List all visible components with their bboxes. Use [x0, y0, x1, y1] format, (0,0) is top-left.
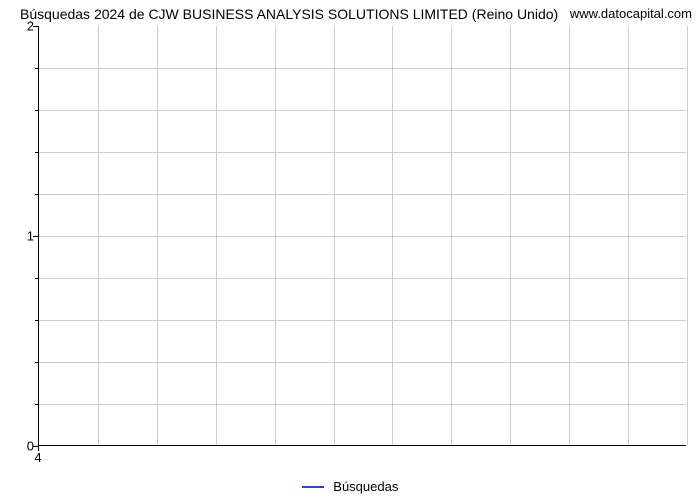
grid-horizontal [39, 362, 686, 363]
ytick-minor [35, 152, 38, 153]
ytick-label: 0 [18, 439, 34, 454]
ytick-label: 1 [18, 229, 34, 244]
ytick-minor [35, 194, 38, 195]
grid-horizontal [39, 320, 686, 321]
grid-horizontal [39, 68, 686, 69]
chart-plot-area [38, 26, 686, 446]
xtick-label: 4 [34, 450, 41, 465]
ytick-minor [35, 362, 38, 363]
grid-horizontal [39, 110, 686, 111]
grid-horizontal [39, 404, 686, 405]
grid-horizontal [39, 236, 686, 237]
ytick-minor [35, 110, 38, 111]
grid-horizontal [39, 194, 686, 195]
ytick-label: 2 [18, 19, 34, 34]
legend-label: Búsquedas [333, 479, 398, 494]
chart-legend: Búsquedas [0, 478, 700, 494]
chart-title: Búsquedas 2024 de CJW BUSINESS ANALYSIS … [20, 6, 692, 22]
ytick-minor [35, 404, 38, 405]
legend-line-swatch [302, 486, 324, 488]
watermark-text: www.datocapital.com [570, 6, 692, 21]
grid-horizontal [39, 278, 686, 279]
grid-vertical [687, 26, 688, 445]
title-text: Búsquedas 2024 de CJW BUSINESS ANALYSIS … [20, 6, 558, 22]
ytick-minor [35, 320, 38, 321]
ytick-minor [35, 68, 38, 69]
ytick-minor [35, 278, 38, 279]
grid-horizontal [39, 152, 686, 153]
